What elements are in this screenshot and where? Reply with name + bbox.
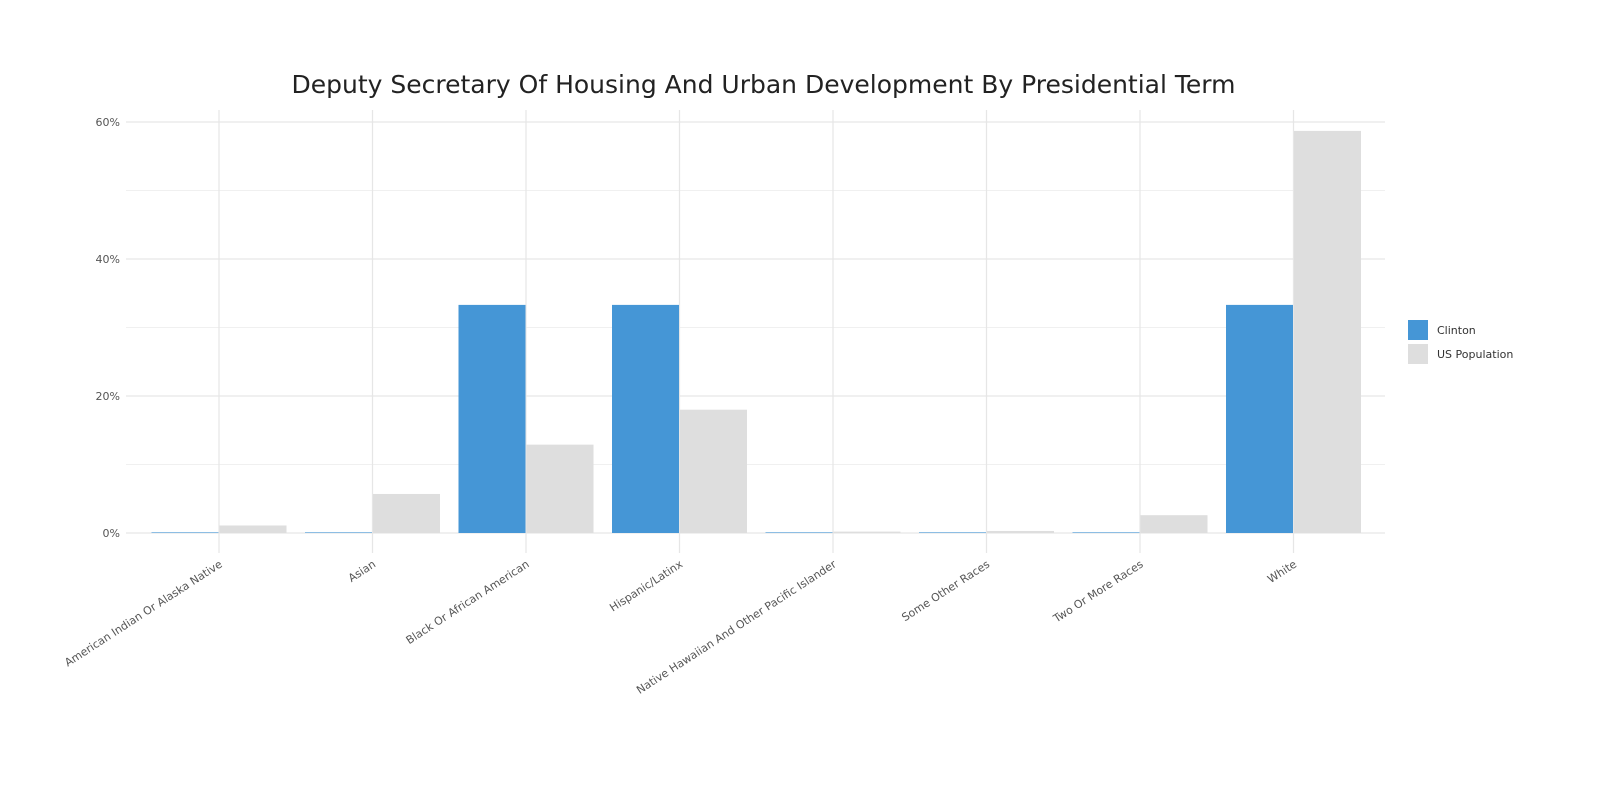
x-tick-label: Asian [346,558,378,585]
bar-clinton[interactable] [305,532,372,533]
y-tick-label: 20% [96,390,120,403]
bar-clinton[interactable] [1072,532,1140,533]
legend: Clinton US Population [1408,318,1513,366]
y-tick-label: 60% [96,116,120,129]
bar-us-population[interactable] [987,530,1054,533]
legend-item-us-population[interactable]: US Population [1408,342,1513,366]
bar-clinton[interactable] [458,304,526,533]
x-tick-label: American Indian Or Alaska Native [62,557,224,669]
chart-title: Deputy Secretary Of Housing And Urban De… [291,70,1236,99]
legend-label-clinton: Clinton [1437,323,1476,337]
y-tick-label: 40% [96,253,120,266]
bar-us-population[interactable] [526,444,594,533]
legend-swatch-us-population [1408,344,1428,364]
bar-clinton[interactable] [765,532,833,533]
legend-label-us-population: US Population [1437,347,1514,361]
x-tick-label: Black Or African American [404,558,532,647]
bar-clinton[interactable] [612,304,679,533]
bar-us-population[interactable] [680,409,747,533]
bar-clinton[interactable] [919,532,986,533]
x-tick-label: Hispanic/Latinx [607,557,685,614]
axis-labels: 0% 20% 40% 60% American Indian Or Alaska Nat… [62,116,1299,697]
bars [151,130,1361,533]
x-tick-label: Some Other Races [899,557,992,624]
bar-clinton[interactable] [151,532,219,533]
y-tick-label: 0% [103,527,120,540]
bar-clinton[interactable] [1226,304,1293,533]
grid [126,110,1385,553]
legend-swatch-clinton [1408,320,1428,340]
legend-item-clinton[interactable]: Clinton [1408,318,1513,342]
bar-us-population[interactable] [373,493,440,533]
x-tick-label: White [1265,557,1299,585]
bar-us-population[interactable] [833,531,901,533]
bar-us-population[interactable] [219,525,287,533]
bar-us-population[interactable] [1294,130,1361,533]
x-tick-label: Two Or More Races [1050,557,1146,625]
bar-us-population[interactable] [1140,515,1208,533]
